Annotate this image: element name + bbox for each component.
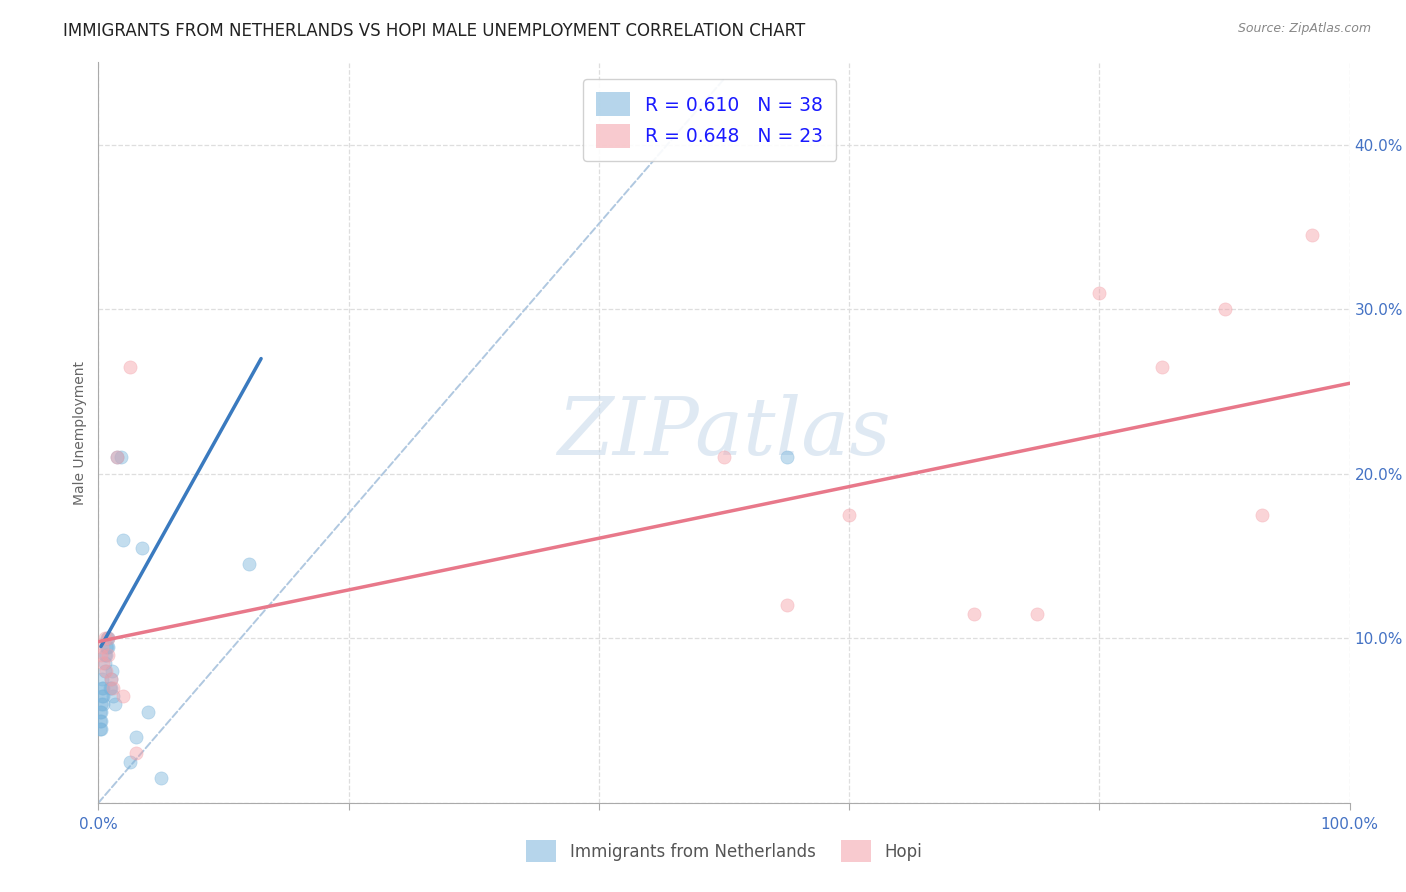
Point [89, 706, 111, 720]
Point [101, 664, 124, 678]
Text: Source: ZipAtlas.com: Source: ZipAtlas.com [1237, 22, 1371, 36]
Point [118, 755, 141, 769]
Point [838, 508, 860, 522]
Point [1026, 607, 1049, 621]
Point [100, 681, 122, 695]
Point [118, 359, 141, 374]
Point [963, 607, 986, 621]
Point [94, 664, 117, 678]
Point [93, 656, 115, 670]
Point [150, 771, 173, 785]
Point [131, 541, 153, 555]
Point [103, 681, 125, 695]
Point [105, 450, 128, 465]
Point [91, 689, 114, 703]
Point [91, 640, 114, 654]
Point [1301, 228, 1323, 243]
Point [93, 648, 115, 662]
Point [96, 640, 118, 654]
Point [776, 599, 799, 613]
Point [125, 730, 148, 744]
Y-axis label: Male Unemployment: Male Unemployment [73, 360, 87, 505]
Point [90, 706, 112, 720]
Point [90, 648, 112, 662]
Point [713, 450, 735, 465]
Point [1150, 359, 1173, 374]
Point [110, 450, 132, 465]
Point [93, 697, 115, 711]
Point [776, 450, 799, 465]
Point [90, 722, 112, 736]
Point [125, 747, 148, 761]
Point [238, 558, 260, 572]
Legend: Immigrants from Netherlands, Hopi: Immigrants from Netherlands, Hopi [520, 834, 928, 869]
Point [112, 689, 135, 703]
Point [100, 673, 122, 687]
Point [100, 673, 122, 687]
Point [97, 640, 120, 654]
Point [91, 681, 114, 695]
Point [93, 689, 115, 703]
Point [93, 656, 115, 670]
Point [90, 714, 112, 728]
Point [1088, 285, 1111, 300]
Point [103, 689, 125, 703]
Point [112, 533, 135, 547]
Point [93, 664, 115, 678]
Point [138, 706, 160, 720]
Point [96, 632, 118, 646]
Point [94, 648, 117, 662]
Point [94, 640, 117, 654]
Text: IMMIGRANTS FROM NETHERLANDS VS HOPI MALE UNEMPLOYMENT CORRELATION CHART: IMMIGRANTS FROM NETHERLANDS VS HOPI MALE… [63, 22, 806, 40]
Point [1251, 508, 1274, 522]
Point [89, 722, 111, 736]
Point [97, 632, 120, 646]
Point [1213, 302, 1236, 317]
Point [90, 697, 112, 711]
Point [91, 673, 114, 687]
Point [105, 450, 128, 465]
Point [89, 714, 111, 728]
Point [97, 632, 120, 646]
Point [97, 648, 120, 662]
Text: ZIPatlas: ZIPatlas [557, 394, 891, 471]
Point [98, 681, 121, 695]
Point [93, 681, 115, 695]
Point [93, 632, 115, 646]
Point [104, 697, 127, 711]
